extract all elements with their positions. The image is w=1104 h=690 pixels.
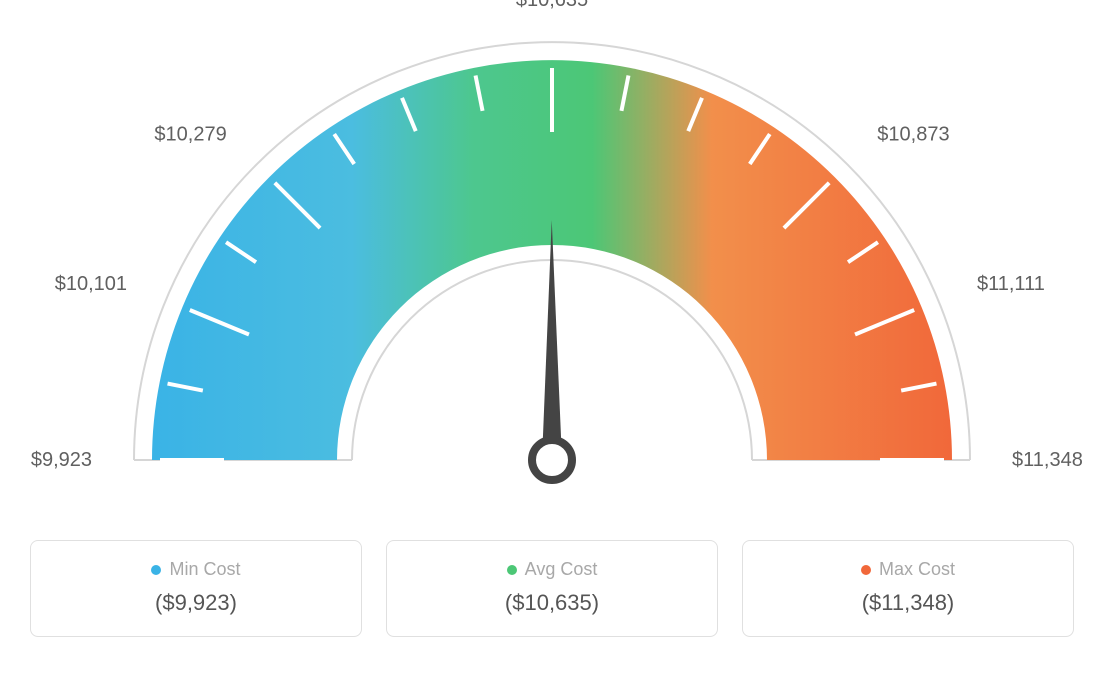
legend-value: ($10,635) <box>397 590 707 616</box>
svg-text:$11,111: $11,111 <box>977 273 1045 295</box>
legend-label-row: Max Cost <box>753 559 1063 580</box>
svg-text:$10,635: $10,635 <box>516 0 588 11</box>
svg-text:$10,279: $10,279 <box>154 124 226 146</box>
bullet-max <box>861 565 871 575</box>
gauge-svg: $9,923 $10,101 $10,279 $10,635 $10,873 $11,11… <box>0 0 1104 520</box>
legend-label: Min Cost <box>169 559 240 580</box>
legend-value: ($11,348) <box>753 590 1063 616</box>
legend-card-avg: Avg Cost ($10,635) <box>386 540 718 637</box>
legend-value: ($9,923) <box>41 590 351 616</box>
legend-card-min: Min Cost ($9,923) <box>30 540 362 637</box>
bullet-avg <box>507 565 517 575</box>
bullet-min <box>151 565 161 575</box>
legend-label-row: Avg Cost <box>397 559 707 580</box>
gauge-chart: $9,923 $10,101 $10,279 $10,635 $10,873 $11,11… <box>0 0 1104 520</box>
svg-text:$10,101: $10,101 <box>55 273 127 295</box>
legend-row: Min Cost ($9,923) Avg Cost ($10,635) Max… <box>0 520 1104 637</box>
svg-text:$11,348: $11,348 <box>1012 449 1083 471</box>
svg-text:$9,923: $9,923 <box>31 449 92 471</box>
legend-card-max: Max Cost ($11,348) <box>742 540 1074 637</box>
legend-label: Max Cost <box>879 559 955 580</box>
svg-text:$10,873: $10,873 <box>877 124 949 146</box>
legend-label-row: Min Cost <box>41 559 351 580</box>
legend-label: Avg Cost <box>525 559 598 580</box>
